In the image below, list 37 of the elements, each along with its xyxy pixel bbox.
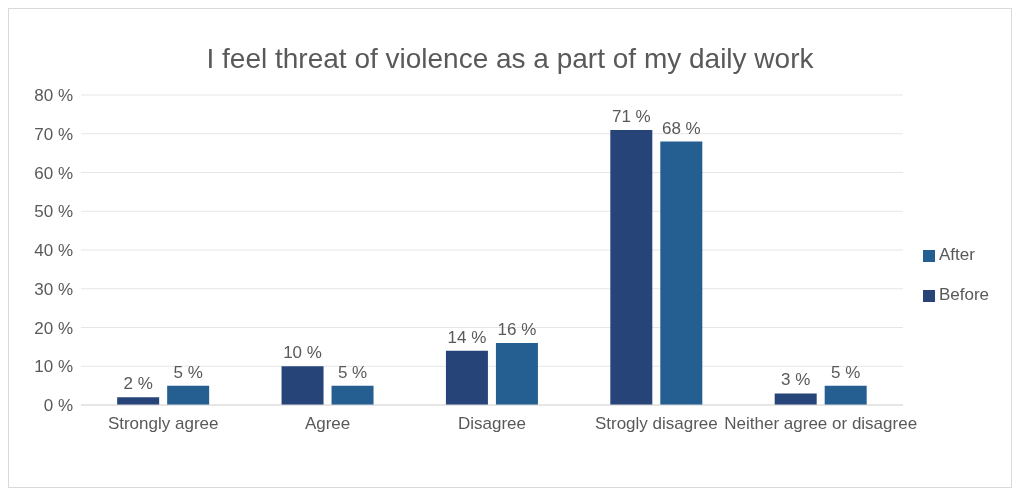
bar xyxy=(117,397,160,405)
bar xyxy=(167,385,210,405)
bar xyxy=(610,129,653,405)
bar xyxy=(660,141,703,405)
data-label: 68 % xyxy=(661,118,701,138)
data-label: 5 % xyxy=(173,362,203,382)
y-tick-label: 50 % xyxy=(34,202,73,222)
data-label: 3 % xyxy=(781,370,811,390)
y-tick-label: 80 % xyxy=(34,86,73,106)
bar xyxy=(824,385,867,405)
chart-title: I feel threat of violence as a part of my daily work xyxy=(205,43,815,75)
x-tick-label: Strongly agree xyxy=(107,414,219,434)
data-label: 5 % xyxy=(337,362,368,382)
x-tick-label: Strogly disagree xyxy=(594,414,718,434)
bar xyxy=(281,366,324,405)
bar xyxy=(331,385,374,405)
data-label: 10 % xyxy=(283,343,322,363)
legend-label: After xyxy=(938,245,975,264)
y-tick-label: 70 % xyxy=(34,124,73,144)
x-tick-label: Disagree xyxy=(457,414,526,434)
y-tick-label: 10 % xyxy=(34,357,73,377)
y-tick-label: 30 % xyxy=(34,279,73,299)
y-tick-label: 60 % xyxy=(34,163,73,183)
bar xyxy=(445,350,488,405)
bar xyxy=(774,393,817,405)
legend-label: Before xyxy=(938,285,989,304)
data-label: 5 % xyxy=(831,362,861,382)
x-tick-label: Neither agree or disagree xyxy=(724,414,918,434)
data-label: 14 % xyxy=(447,327,487,347)
y-tick-label: 0 % xyxy=(43,396,73,416)
x-tick-label: Agree xyxy=(304,414,351,434)
data-label: 2 % xyxy=(123,374,153,394)
y-tick-label: 20 % xyxy=(34,318,73,338)
data-label: 71 % xyxy=(611,106,651,126)
bar xyxy=(495,343,538,405)
data-label: 16 % xyxy=(497,320,537,339)
y-tick-label: 40 % xyxy=(34,241,73,261)
